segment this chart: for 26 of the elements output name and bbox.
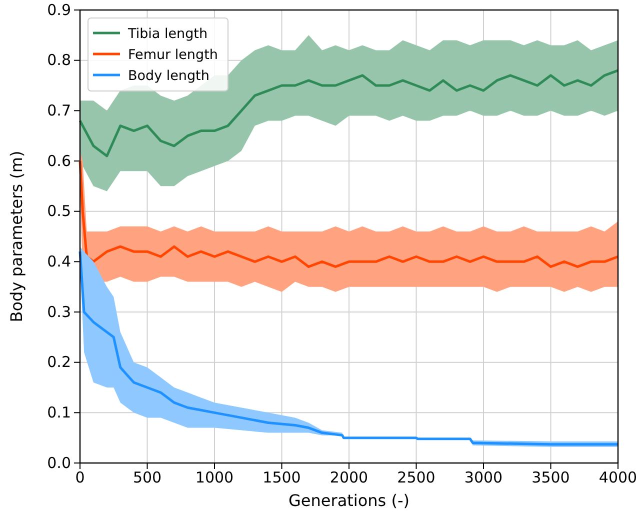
x-tick-label: 1000 [195, 468, 234, 487]
y-tick-label: 0.6 [47, 152, 71, 170]
line-series [78, 160, 620, 268]
x-tick-label: 1500 [262, 468, 301, 487]
y-axis-title: Body parameters (m) [7, 150, 26, 322]
x-tick-label: 500 [132, 468, 162, 487]
y-tick-label: 0.8 [47, 51, 71, 70]
x-tick-label: 3500 [532, 468, 570, 487]
y-tick-label: 0.9 [47, 0, 71, 19]
legend-label: Body length [128, 68, 210, 84]
y-tick-label: 0.7 [47, 101, 71, 120]
x-axis-title: Generations (-) [288, 491, 410, 510]
x-tick-label: 2000 [330, 468, 368, 487]
x-tick-label: 2500 [397, 468, 436, 487]
y-tick-label: 0.2 [47, 353, 71, 372]
line-series [78, 69, 620, 158]
y-tick-label: 0.4 [47, 252, 71, 270]
y-tick-label: 0.0 [47, 454, 71, 472]
x-tick-label: 3000 [464, 468, 503, 487]
legend-label: Tibia length [127, 26, 208, 42]
y-tick-label: 0.5 [47, 202, 71, 220]
x-tick-label: 0 [75, 468, 85, 487]
y-tick-label: 0.3 [47, 302, 71, 321]
legend-label: Femur length [128, 47, 218, 63]
x-tick-label: 4000 [598, 468, 638, 487]
y-tick-label: 0.1 [47, 403, 71, 422]
